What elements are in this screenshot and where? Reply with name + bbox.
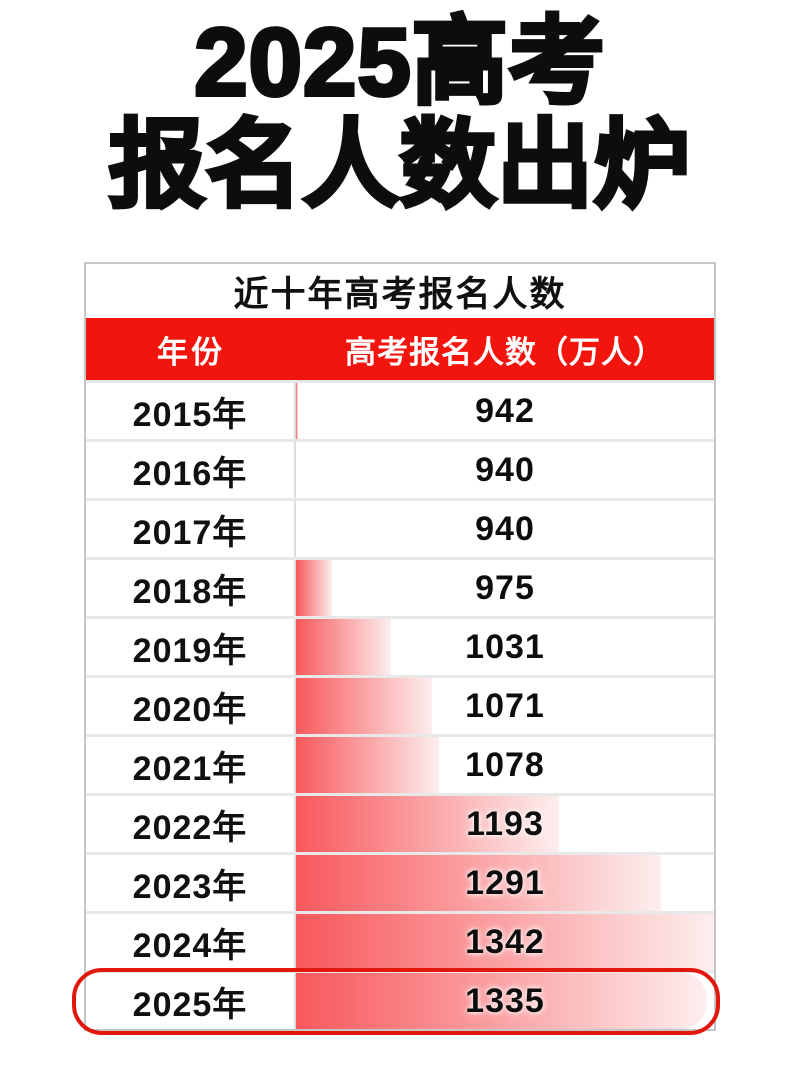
table-rows: 2015年 942 2016年 940 2017年 940 2018年 975 2019年 103… [72, 380, 720, 1035]
table-title: 近十年高考报名人数 [233, 273, 567, 315]
year-cell: 2023年 [86, 855, 296, 911]
table-row: 2019年 1031 [86, 616, 714, 675]
value-cell: 942 [296, 383, 714, 439]
year-cell: 2024年 [86, 914, 296, 970]
value-cell: 1291 [296, 855, 714, 911]
table-row: 2020年 1071 [86, 675, 714, 734]
value-bar [296, 914, 714, 970]
page-title-line2: 报名人数出炉 [107, 111, 692, 219]
value-label: 1193 [466, 804, 544, 843]
year-cell: 2021年 [86, 737, 296, 793]
year-cell: 2017年 [86, 501, 296, 557]
value-label: 1031 [465, 627, 545, 666]
table-row: 2018年 975 [86, 557, 714, 616]
table-row: 2015年 942 [86, 380, 714, 439]
year-cell: 2018年 [86, 560, 296, 616]
year-cell: 2020年 [86, 678, 296, 734]
year-cell: 2016年 [86, 442, 296, 498]
value-label: 940 [475, 450, 535, 489]
value-bar [296, 973, 707, 1029]
value-bar [296, 796, 560, 852]
value-cell: 1335 [296, 973, 714, 1029]
value-bar [296, 560, 333, 616]
table-row: 2025年 1335 [72, 968, 720, 1035]
value-cell: 975 [296, 560, 714, 616]
table-row: 2023年 1291 [86, 852, 714, 911]
value-cell: 1071 [296, 678, 714, 734]
year-cell: 2022年 [86, 796, 296, 852]
value-label: 1078 [465, 745, 545, 784]
value-label: 942 [475, 391, 535, 430]
value-label: 1342 [465, 922, 545, 961]
table-row: 2017年 940 [86, 498, 714, 557]
value-bar [296, 619, 391, 675]
value-label: 1335 [465, 981, 545, 1020]
value-bar [296, 737, 440, 793]
table-row: 2022年 1193 [86, 793, 714, 852]
value-bar [296, 383, 299, 439]
year-cell: 2019年 [86, 619, 296, 675]
gaokao-registration-table: 近十年高考报名人数 年份 高考报名人数（万人） 2015年 942 2016年 940… [72, 262, 720, 1035]
value-bar [296, 678, 433, 734]
value-bar [296, 855, 661, 911]
table-row: 2021年 1078 [86, 734, 714, 793]
year-cell: 2025年 [86, 973, 296, 1029]
value-cell: 1193 [296, 796, 714, 852]
page-title: 2025高考 报名人数出炉 [0, 9, 800, 219]
value-cell: 1342 [296, 914, 714, 970]
header-value-column: 高考报名人数（万人） [345, 334, 665, 370]
header-year-column: 年份 [157, 334, 225, 370]
value-cell: 1031 [296, 619, 714, 675]
value-cell: 1078 [296, 737, 714, 793]
value-cell: 940 [296, 501, 714, 557]
value-label: 975 [475, 568, 535, 607]
value-cell: 940 [296, 442, 714, 498]
value-label: 1071 [465, 686, 545, 725]
table-row: 2016年 940 [86, 439, 714, 498]
table-header-row: 年份 高考报名人数（万人） [86, 318, 714, 380]
table-row: 2024年 1342 [86, 911, 714, 970]
value-label: 1291 [465, 863, 545, 902]
page-title-line1: 2025高考 [192, 9, 607, 116]
year-cell: 2015年 [86, 383, 296, 439]
value-label: 940 [475, 509, 535, 548]
